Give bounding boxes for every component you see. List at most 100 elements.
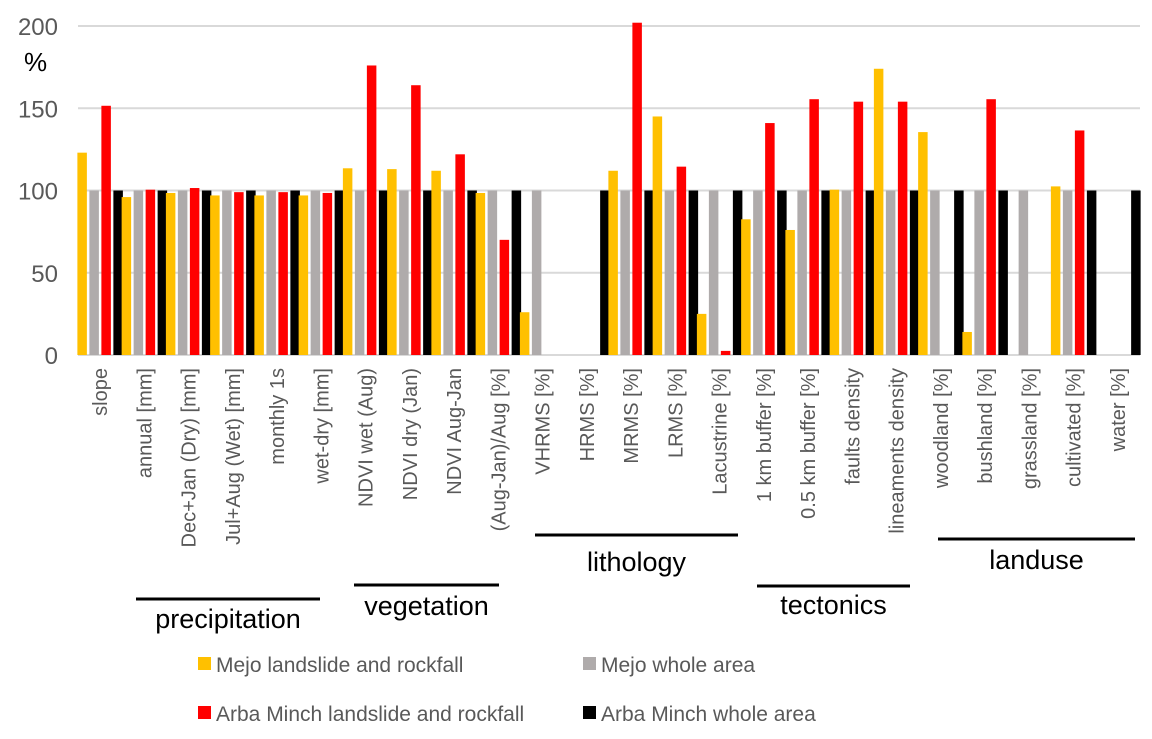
bar-arba-minch-whole-area [777, 190, 787, 355]
bar-mejo-whole-area [620, 190, 630, 355]
bar-arba-minch-whole-area [334, 190, 345, 355]
bar-mejo-whole-area [443, 190, 453, 355]
bar-mejo-whole-area [222, 190, 232, 355]
bar-mejo-landslide-and-rockfall [608, 170, 618, 355]
legend-item: Arba Minch whole area [583, 703, 816, 726]
bar-mejo-whole-area [354, 190, 365, 355]
bar-mejo-whole-area [930, 190, 940, 355]
x-tick-label: monthly 1s [267, 368, 289, 465]
y-tick-label: 50 [31, 261, 58, 288]
bar-mejo-whole-area [399, 190, 409, 355]
y-tick-label: 100 [18, 179, 58, 206]
bar-arba-minch-landslide-and-rockfall [897, 101, 908, 355]
bar-mejo-whole-area [531, 190, 542, 355]
x-tick-label: NDVI wet (Aug) [356, 368, 378, 507]
bar-arba-minch-landslide-and-rockfall [234, 192, 244, 355]
bar-arba-minch-whole-area [954, 190, 964, 355]
x-tick-label: slope [90, 368, 112, 416]
bar-arba-minch-landslide-and-rockfall [499, 239, 510, 355]
bar-mejo-landslide-and-rockfall [741, 219, 751, 355]
bar-arba-minch-landslide-and-rockfall [809, 99, 819, 355]
bar-mejo-landslide-and-rockfall [652, 116, 663, 355]
bar-mejo-landslide-and-rockfall [254, 195, 264, 355]
x-tick-label: water [%] [1108, 368, 1130, 452]
bar-arba-minch-whole-area [821, 190, 831, 355]
bar-arba-minch-landslide-and-rockfall [765, 123, 775, 355]
bar-arba-minch-landslide-and-rockfall [986, 99, 996, 355]
bar-mejo-whole-area [177, 190, 188, 355]
bar-arba-minch-whole-area [157, 190, 168, 355]
legend-label: Arba Minch whole area [601, 703, 816, 726]
bar-mejo-landslide-and-rockfall [519, 312, 530, 355]
bar-mejo-whole-area [708, 190, 719, 355]
bar-arba-minch-landslide-and-rockfall [455, 154, 465, 355]
y-axis-ticks: 0 50 100 150 200 [18, 14, 58, 370]
bar-arba-minch-landslide-and-rockfall [278, 192, 288, 355]
y-tick-label: 150 [18, 96, 58, 123]
bar-mejo-landslide-and-rockfall [387, 169, 397, 355]
bar-arba-minch-whole-area [1131, 190, 1141, 355]
x-tick-label: NDVI Aug-Jan [444, 368, 466, 495]
bar-arba-minch-whole-area [644, 190, 654, 355]
x-tick-label: lineaments density [887, 368, 909, 534]
bar-mejo-whole-area [974, 190, 984, 355]
bar-mejo-landslide-and-rockfall [121, 197, 132, 355]
bar-mejo-whole-area [310, 190, 321, 355]
bar-mejo-landslide-and-rockfall [165, 192, 176, 355]
bar-arba-minch-whole-area [865, 190, 876, 355]
x-tick-label: grassland [%] [1019, 368, 1041, 489]
bar-mejo-landslide-and-rockfall [431, 170, 441, 355]
x-tick-label: 1 km buffer [%] [754, 368, 776, 502]
bar-mejo-whole-area [1018, 190, 1029, 355]
group-label-tectonics: tectonics [780, 590, 887, 620]
bar-arba-minch-whole-area [423, 190, 433, 355]
x-tick-label: Jul+Aug (Wet) [mm] [223, 368, 245, 545]
bar-mejo-landslide-and-rockfall [210, 195, 220, 355]
bar-mejo-landslide-and-rockfall [342, 168, 353, 355]
bar-arba-minch-landslide-and-rockfall [189, 188, 200, 355]
bar-mejo-whole-area [1062, 190, 1073, 355]
bar-arba-minch-landslide-and-rockfall [145, 189, 156, 355]
bar-arba-minch-whole-area [600, 190, 610, 355]
bar-arba-minch-whole-area [113, 190, 123, 355]
group-label-lithology: lithology [587, 547, 687, 577]
bar-arba-minch-whole-area [688, 190, 699, 355]
bar-mejo-whole-area [797, 190, 807, 355]
legend-swatch [583, 657, 596, 670]
bar-mejo-landslide-and-rockfall [475, 192, 486, 355]
x-tick-label: faults density [842, 368, 864, 485]
legend-label: Arba Minch landslide and rockfall [216, 703, 524, 726]
bar-mejo-landslide-and-rockfall [829, 189, 840, 355]
legend-swatch [198, 706, 211, 719]
x-tick-label: Dec+Jan (Dry) [mm] [179, 368, 201, 547]
bar-mejo-landslide-and-rockfall [298, 195, 309, 355]
group-label-precipitation: precipitation [155, 604, 301, 634]
bar-mejo-whole-area [885, 190, 896, 355]
bar-arba-minch-landslide-and-rockfall [366, 65, 377, 355]
x-tick-label: woodland [%] [931, 368, 953, 489]
bar-arba-minch-whole-area [467, 190, 477, 355]
bar-mejo-landslide-and-rockfall [696, 313, 707, 356]
x-tick-label: 0.5 km buffer [%] [798, 368, 820, 519]
bar-arba-minch-whole-area [1086, 190, 1097, 355]
bar-mejo-landslide-and-rockfall [785, 229, 795, 355]
bar-arba-minch-whole-area [998, 190, 1008, 355]
legend-item: Mejo landslide and rockfall [198, 654, 463, 677]
bar-mejo-whole-area [841, 190, 852, 355]
bar-mejo-landslide-and-rockfall [918, 132, 928, 355]
legend-label: Mejo whole area [601, 654, 755, 677]
bars [77, 22, 1141, 356]
bar-mejo-whole-area [133, 190, 144, 355]
x-tick-label: MRMS [%] [621, 368, 643, 464]
x-tick-label: Lacustrine [%] [710, 368, 732, 495]
bar-arba-minch-whole-area [246, 190, 256, 355]
y-axis-label: % [24, 47, 47, 77]
bar-arba-minch-whole-area [511, 190, 522, 355]
bar-arba-minch-landslide-and-rockfall [101, 105, 111, 355]
legend-item: Mejo whole area [583, 654, 755, 677]
bar-arba-minch-whole-area [732, 190, 743, 355]
x-tick-label: cultivated [%] [1064, 368, 1086, 487]
bar-arba-minch-landslide-and-rockfall [1074, 130, 1085, 355]
bar-arba-minch-landslide-and-rockfall [676, 166, 687, 355]
legend-label: Mejo landslide and rockfall [216, 654, 463, 677]
